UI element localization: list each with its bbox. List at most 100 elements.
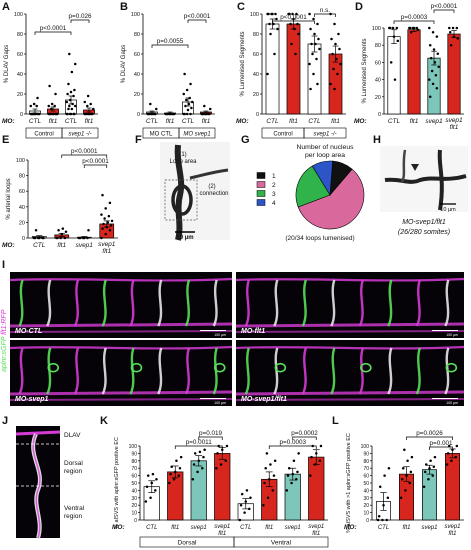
y-tick-label: 50	[131, 481, 137, 487]
y-tick-label: 100	[372, 26, 381, 32]
y-tick-label: 0	[137, 112, 140, 118]
data-point	[29, 104, 33, 108]
arrowhead	[411, 164, 419, 171]
bar	[447, 33, 461, 115]
isv-vessel	[18, 347, 24, 395]
mo-label: MO:	[2, 242, 15, 249]
data-point	[110, 219, 114, 223]
category-label: CTL	[240, 525, 251, 531]
y-tick-label: 50	[363, 481, 369, 487]
isv-vessel	[157, 279, 163, 327]
p-value: p=0.0003	[401, 14, 428, 21]
data-point	[185, 88, 189, 92]
category-label: flt1	[202, 118, 211, 125]
data-point	[225, 444, 229, 448]
group-label: Control	[34, 132, 53, 138]
panel-c-chart: 0 20 40 60 80 100 % Lumenised Segments CTL flt1 C…	[236, 7, 347, 139]
data-point	[312, 17, 315, 21]
isv-vessel	[387, 279, 393, 327]
y-tick-label: 90	[363, 451, 369, 457]
data-point	[59, 236, 62, 240]
data-point	[431, 31, 435, 34]
p-value: p=0.001	[430, 440, 453, 447]
data-point	[185, 98, 188, 102]
y-tick-label: 20	[253, 92, 259, 98]
data-point	[49, 112, 52, 116]
y-axis-label: % Lumenised Segments	[362, 38, 368, 103]
category-label: CTL	[146, 118, 159, 125]
data-point	[335, 57, 338, 61]
data-point	[427, 478, 430, 481]
data-point	[319, 444, 323, 448]
data-point	[386, 496, 390, 500]
data-point	[155, 478, 158, 481]
y-axis-label: % DLAV Gaps	[4, 45, 10, 83]
significance-bracket	[61, 154, 108, 158]
mo-label: MO:	[2, 118, 15, 125]
isv-vessel	[46, 279, 52, 327]
isv-vessel	[244, 279, 250, 327]
data-point	[50, 107, 53, 111]
data-point	[73, 104, 77, 108]
isv-vessel	[129, 279, 135, 327]
data-point	[317, 37, 320, 41]
y-tick-label: 20	[363, 503, 369, 509]
y-tick-label: 60	[253, 52, 259, 58]
image-background	[160, 142, 230, 240]
vessel-loop	[360, 362, 372, 373]
category-label: flt1	[265, 525, 273, 531]
data-point	[262, 503, 265, 507]
y-tick-label: 100	[129, 444, 138, 450]
loop-area-box	[164, 179, 198, 221]
data-point	[245, 489, 249, 492]
group-box	[178, 127, 216, 139]
data-point	[78, 236, 82, 240]
data-point	[295, 12, 298, 16]
data-point	[178, 466, 182, 470]
dorsal-aorta	[10, 322, 232, 328]
isv-vessel	[73, 347, 80, 395]
y-tick-label: 0	[378, 112, 381, 118]
vessel	[384, 174, 467, 184]
group-label: svep1 -/-	[313, 132, 336, 138]
data-point	[42, 236, 45, 240]
vessel-loop	[213, 362, 226, 373]
data-point	[86, 104, 89, 108]
data-point	[399, 496, 403, 500]
data-point	[238, 518, 242, 522]
category-label: flt1	[166, 118, 175, 125]
data-point	[196, 470, 199, 474]
significance-bracket	[292, 436, 317, 440]
data-point	[448, 31, 452, 34]
data-point	[434, 74, 438, 77]
category-label: svep1	[191, 525, 207, 531]
data-point	[208, 112, 211, 116]
y-axis-label: % Lumenised Segments	[240, 31, 246, 96]
data-point	[89, 102, 92, 106]
category-label: flt1	[85, 118, 94, 125]
data-point	[296, 22, 299, 26]
data-point	[67, 82, 70, 86]
data-point	[169, 472, 172, 476]
p-value: p<0.0001	[280, 14, 307, 21]
data-point	[431, 82, 435, 86]
channel-label-magenta: flt1:RFP	[1, 309, 8, 335]
data-point	[395, 26, 399, 30]
y-tick-label: 20	[19, 220, 25, 226]
group-label: Ventral	[271, 540, 292, 547]
bar	[422, 469, 437, 521]
panel-letter: F	[135, 134, 142, 146]
p-value: p<0.0001	[82, 158, 109, 165]
pie-slice	[297, 168, 365, 230]
data-point	[387, 466, 391, 470]
mo-label: MO:	[354, 118, 367, 125]
data-point	[63, 236, 67, 240]
isv-vessel	[244, 347, 250, 395]
data-point	[433, 455, 437, 459]
legend-label: 4	[272, 200, 276, 207]
group-label: Dorsal	[178, 540, 197, 547]
data-point	[183, 72, 186, 76]
data-point	[310, 455, 313, 459]
data-point	[154, 107, 158, 111]
